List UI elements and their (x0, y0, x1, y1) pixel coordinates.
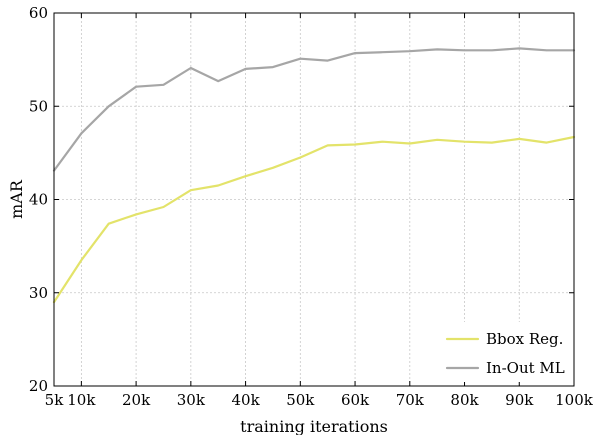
legend-label-bbox-reg: Bbox Reg. (486, 330, 563, 348)
x-tick-label: 60k (341, 391, 370, 409)
legend: Bbox Reg. In-Out ML (438, 322, 572, 382)
x-tick-label: 80k (450, 391, 479, 409)
x-tick-label: 30k (177, 391, 206, 409)
legend-box (438, 322, 572, 382)
x-axis-label: training iterations (240, 417, 388, 435)
y-tick-label: 20 (29, 377, 48, 395)
axis-ticks: 5k 10k 20k 30k 40k 50k 60k 70k 80k 90k 100k 20 30 40 5… (29, 4, 594, 409)
y-axis-label: mAR (7, 179, 26, 219)
x-tick-label: 100k (555, 391, 594, 409)
series-lines (52, 47, 576, 304)
series-line-in-out-ml (52, 47, 576, 172)
x-tick-label: 70k (396, 391, 425, 409)
x-tick-label: 40k (231, 391, 260, 409)
grid (54, 13, 574, 386)
x-tick-label: 20k (122, 391, 151, 409)
series-line-bbox-reg (52, 135, 576, 304)
legend-label-in-out-ml: In-Out ML (486, 359, 565, 377)
y-tick-label: 40 (29, 191, 48, 209)
x-tick-label: 5k (45, 391, 65, 409)
y-tick-label: 60 (29, 4, 48, 22)
y-tick-label: 30 (29, 284, 48, 302)
x-tick-label: 90k (505, 391, 534, 409)
x-tick-label: 10k (67, 391, 96, 409)
y-tick-label: 50 (29, 97, 48, 115)
x-tick-label: 50k (286, 391, 315, 409)
